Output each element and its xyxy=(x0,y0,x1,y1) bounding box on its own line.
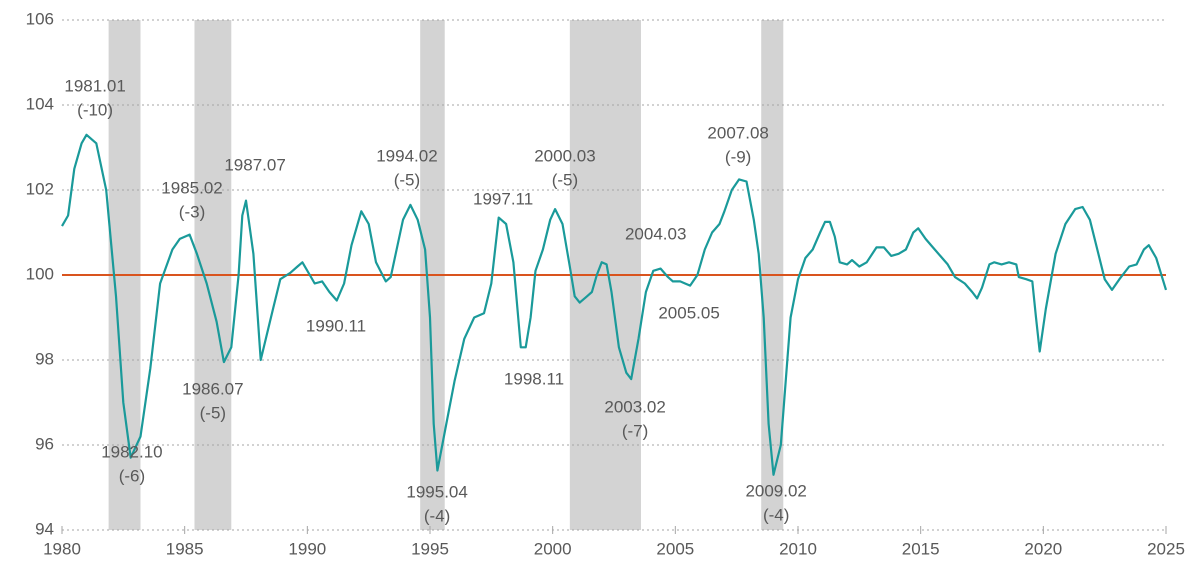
x-tick-label: 1995 xyxy=(411,539,449,558)
annotation: 1994.02 xyxy=(376,146,437,165)
annotation: 1987.07 xyxy=(224,156,285,175)
x-tick-label: 2025 xyxy=(1147,539,1185,558)
annotation: (-5) xyxy=(552,170,578,189)
annotation: 2004.03 xyxy=(625,225,686,244)
annotation: (-5) xyxy=(394,170,420,189)
y-tick-label: 100 xyxy=(26,264,54,283)
x-tick-label: 1990 xyxy=(288,539,326,558)
x-tick-label: 1985 xyxy=(166,539,204,558)
annotation: (-7) xyxy=(622,422,648,441)
annotation: 2007.08 xyxy=(707,123,768,142)
data-line xyxy=(61,133,1168,476)
y-tick-label: 94 xyxy=(35,519,54,538)
annotation: 2000.03 xyxy=(534,146,595,165)
annotation: (-4) xyxy=(763,506,789,525)
x-tick-label: 2010 xyxy=(779,539,817,558)
annotation: 1997.11 xyxy=(473,190,533,209)
annotation: 1998.11 xyxy=(504,369,564,388)
annotation: (-4) xyxy=(424,507,450,526)
x-tick-label: 2020 xyxy=(1024,539,1062,558)
y-tick-label: 96 xyxy=(35,434,54,453)
x-tick-label: 2000 xyxy=(534,539,572,558)
annotation: 1982.10 xyxy=(101,443,162,462)
annotation: (-5) xyxy=(200,404,226,423)
annotation: 2009.02 xyxy=(745,482,806,501)
annotation: (-9) xyxy=(725,147,751,166)
annotation: 1990.11 xyxy=(306,316,366,335)
annotation: (-3) xyxy=(179,203,205,222)
y-tick-label: 102 xyxy=(26,179,54,198)
annotation: 1981.01 xyxy=(64,77,125,96)
annotation: 1995.04 xyxy=(406,483,467,502)
annotation: 1985.02 xyxy=(161,179,222,198)
y-tick-label: 104 xyxy=(26,94,54,113)
x-tick-label: 2015 xyxy=(902,539,940,558)
annotation: 1986.07 xyxy=(182,380,243,399)
annotation: (-6) xyxy=(119,467,145,486)
annotation: 2003.02 xyxy=(604,398,665,417)
y-tick-label: 106 xyxy=(26,9,54,28)
annotation: 2005.05 xyxy=(658,304,719,323)
annotation: (-10) xyxy=(77,101,113,120)
x-tick-label: 1980 xyxy=(43,539,81,558)
x-tick-label: 2005 xyxy=(656,539,694,558)
y-tick-label: 98 xyxy=(35,349,54,368)
